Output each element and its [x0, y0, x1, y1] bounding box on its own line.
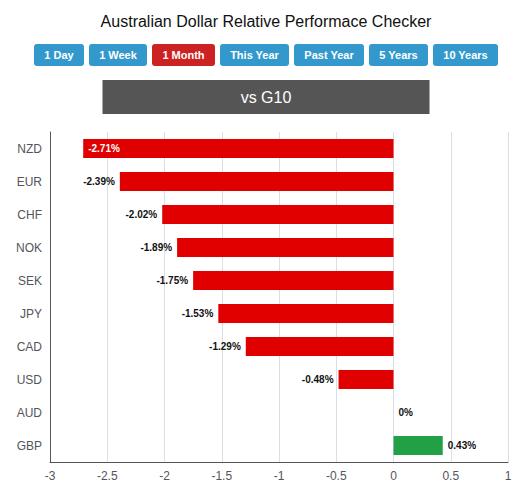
svg-text:0.43%: 0.43%	[448, 440, 476, 451]
svg-text:EUR: EUR	[17, 175, 43, 189]
svg-text:-0.48%: -0.48%	[302, 374, 334, 385]
svg-text:This Year: This Year	[230, 49, 279, 61]
svg-text:Australian Dollar Relative Per: Australian Dollar Relative Performace Ch…	[101, 13, 432, 30]
svg-text:vs G10: vs G10	[241, 89, 292, 106]
svg-text:-1.75%: -1.75%	[156, 275, 188, 286]
svg-text:-2.71%: -2.71%	[88, 143, 120, 154]
svg-text:AUD: AUD	[17, 406, 43, 420]
svg-text:1 Month: 1 Month	[162, 49, 204, 61]
svg-text:-2: -2	[159, 469, 170, 483]
svg-text:GBP: GBP	[17, 439, 42, 453]
svg-text:-1.89%: -1.89%	[140, 242, 172, 253]
svg-text:-2.5: -2.5	[97, 469, 118, 483]
svg-text:10 Years: 10 Years	[443, 49, 487, 61]
svg-text:5 Years: 5 Years	[379, 49, 417, 61]
svg-text:Past Year: Past Year	[304, 49, 354, 61]
svg-text:-3: -3	[45, 469, 56, 483]
svg-text:-1.29%: -1.29%	[209, 341, 241, 352]
svg-text:1 Week: 1 Week	[99, 49, 138, 61]
svg-text:0.5: 0.5	[442, 469, 459, 483]
svg-text:NZD: NZD	[17, 142, 42, 156]
svg-text:-2.39%: -2.39%	[83, 176, 115, 187]
svg-text:1 Day: 1 Day	[44, 49, 74, 61]
svg-text:USD: USD	[17, 373, 43, 387]
svg-text:-2.02%: -2.02%	[126, 209, 158, 220]
svg-text:CAD: CAD	[17, 340, 43, 354]
svg-text:-1: -1	[274, 469, 285, 483]
svg-text:JPY: JPY	[20, 307, 42, 321]
svg-text:0%: 0%	[399, 407, 414, 418]
svg-text:-1.5: -1.5	[211, 469, 232, 483]
svg-text:1: 1	[505, 469, 512, 483]
svg-text:NOK: NOK	[16, 241, 42, 255]
svg-text:0: 0	[390, 469, 397, 483]
svg-text:-0.5: -0.5	[326, 469, 347, 483]
svg-text:CHF: CHF	[17, 208, 42, 222]
svg-text:SEK: SEK	[18, 274, 42, 288]
svg-text:-1.53%: -1.53%	[182, 308, 214, 319]
